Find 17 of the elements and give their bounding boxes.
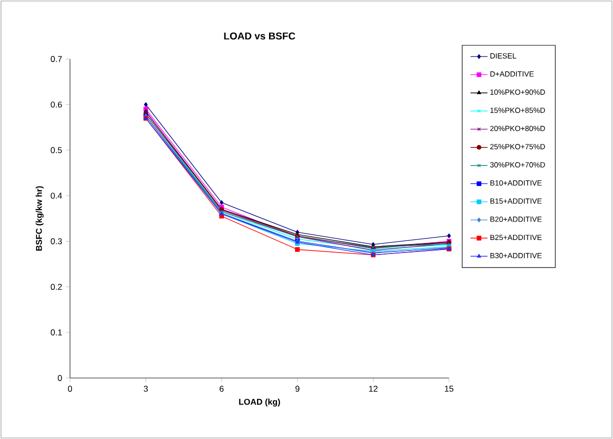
y-tick-label: 0.7 — [50, 56, 62, 62]
y-tick-label: 0.3 — [50, 238, 62, 244]
y-tick-label: 0 — [58, 374, 62, 381]
x-tick-label: 3 — [144, 386, 148, 392]
x-axis-title: LOAD (kg) — [239, 398, 280, 407]
x-tick-label: 0 — [68, 386, 72, 392]
y-tick-label: 0.5 — [50, 147, 62, 154]
y-tick-label: 0.2 — [50, 284, 62, 290]
x-tick-label: 15 — [444, 386, 454, 392]
x-tick-label: 12 — [369, 386, 378, 392]
y-tick-label: 0.1 — [50, 329, 62, 336]
y-axis-title: BSFC (kg/kw hr) — [36, 186, 44, 251]
y-tick-label: 0.4 — [50, 192, 62, 199]
y-tick-label: 0.6 — [50, 102, 62, 108]
x-tick-label: 9 — [295, 386, 300, 392]
chart-title: LOAD vs BSFC — [224, 32, 296, 40]
x-tick-label: 6 — [220, 386, 224, 392]
